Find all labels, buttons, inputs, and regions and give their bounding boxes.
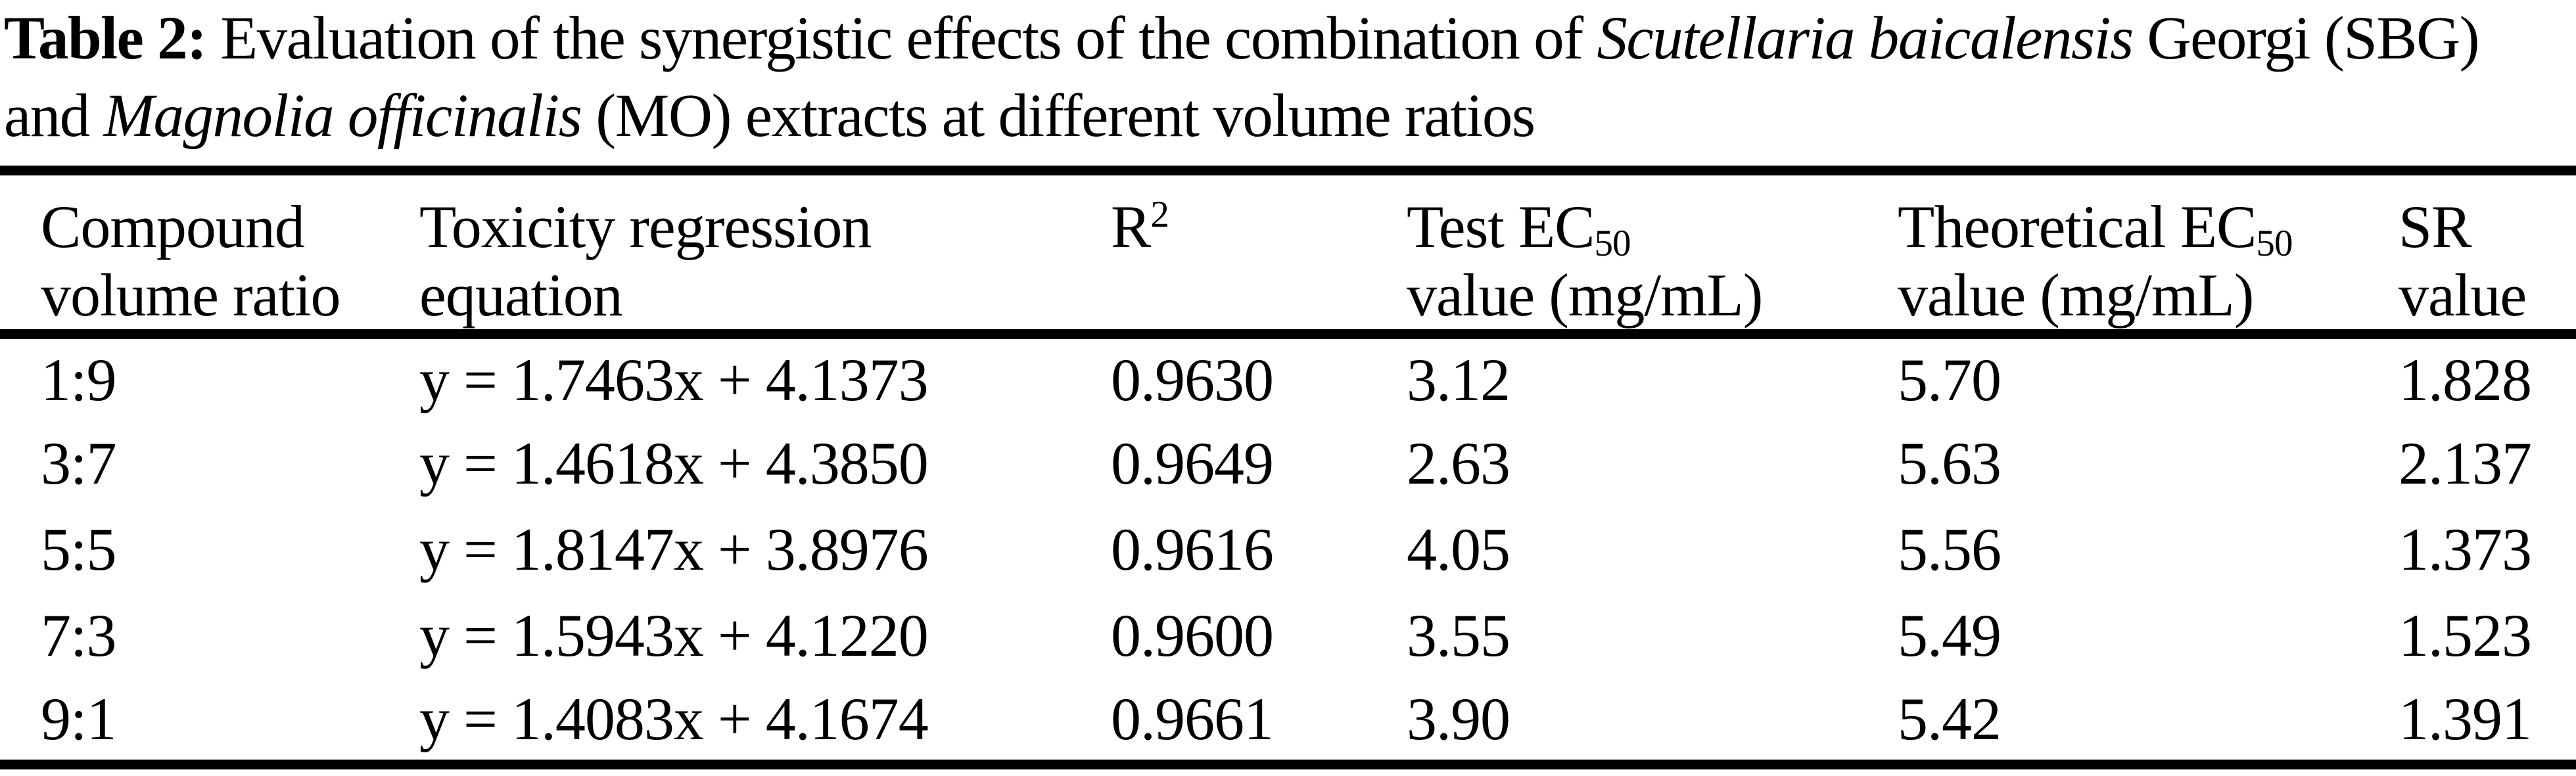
cell-sr: 1.391 [2399, 685, 2532, 753]
cell-equation: y = 1.5943x + 4.1220 [419, 602, 929, 669]
column-header-compound-volume-ratio: Compound volume ratio [0, 170, 419, 339]
caption-text: Georgi (SBG) [2132, 5, 2479, 72]
cell-ratio: 3:7 [41, 430, 117, 497]
caption-text: Evaluation of the synergistic effects of… [206, 5, 1597, 72]
cell-theoretical-ec50: 5.56 [1898, 516, 2002, 583]
table-row: 7:3 y = 1.5943x + 4.1220 0.9600 3.55 5.4… [0, 593, 2576, 679]
header-row: Compound volume ratio Toxicity regressio… [0, 170, 2576, 339]
cell-test-ec50: 3.12 [1407, 346, 1510, 413]
cell-equation: y = 1.4083x + 4.1674 [419, 685, 929, 753]
r-squared-base: R [1111, 193, 1151, 260]
cell-r2: 0.9616 [1111, 516, 1274, 583]
cell-r2: 0.9630 [1111, 346, 1274, 413]
cell-test-ec50: 2.63 [1407, 430, 1510, 497]
results-table: Compound volume ratio Toxicity regressio… [0, 166, 2576, 769]
ec50-subscript: 50 [2256, 222, 2293, 264]
caption-table-number: Table 2: [4, 5, 207, 72]
theoretical-ec50-label: Theoretical EC [1898, 193, 2257, 260]
caption-species-mo: Magnolia officinalis [103, 82, 582, 150]
cell-ratio: 1:9 [41, 346, 117, 413]
cell-theoretical-ec50: 5.42 [1898, 685, 2002, 753]
cell-r2: 0.9661 [1111, 685, 1274, 753]
r-squared-exponent: 2 [1150, 193, 1169, 235]
column-header-sr-value: SR value [2399, 170, 2576, 339]
caption-species-sbg: Scutellaria baicalensis [1597, 5, 2134, 72]
cell-test-ec50: 3.55 [1407, 602, 1510, 669]
cell-sr: 1.373 [2399, 516, 2532, 583]
caption-text: and [4, 82, 104, 150]
cell-r2: 0.9600 [1111, 602, 1274, 669]
column-header-r-squared: R2 [1111, 170, 1407, 339]
cell-test-ec50: 3.90 [1407, 685, 1510, 753]
cell-test-ec50: 4.05 [1407, 516, 1510, 583]
cell-theoretical-ec50: 5.63 [1898, 430, 2002, 497]
caption-line-1: Table 2: Evaluation of the synergistic e… [4, 0, 2576, 78]
cell-equation: y = 1.8147x + 3.8976 [419, 516, 929, 583]
cell-ratio: 7:3 [41, 602, 117, 669]
cell-theoretical-ec50: 5.49 [1898, 602, 2002, 669]
test-ec50-label: Test EC [1407, 193, 1595, 260]
table-row: 1:9 y = 1.7463x + 4.1373 0.9630 3.12 5.7… [0, 334, 2576, 421]
cell-sr: 1.828 [2399, 346, 2532, 413]
cell-ratio: 9:1 [41, 685, 117, 753]
column-header-toxicity-regression-equation: Toxicity regression equation [419, 170, 1111, 339]
column-header-theoretical-ec50: Theoretical EC50 value (mg/mL) [1898, 170, 2399, 339]
cell-theoretical-ec50: 5.70 [1898, 346, 2002, 413]
cell-ratio: 5:5 [41, 516, 117, 583]
cell-r2: 0.9649 [1111, 430, 1274, 497]
table-caption: Table 2: Evaluation of the synergistic e… [4, 0, 2576, 155]
table-row: 5:5 y = 1.8147x + 3.8976 0.9616 4.05 5.5… [0, 507, 2576, 593]
caption-text: (MO) extracts at different volume ratios [581, 82, 1535, 150]
ec50-subscript: 50 [1594, 222, 1631, 264]
cell-sr: 2.137 [2399, 430, 2532, 497]
caption-line-2: and Magnolia officinalis (MO) extracts a… [4, 78, 2576, 155]
table-row: 3:7 y = 1.4618x + 4.3850 0.9649 2.63 5.6… [0, 421, 2576, 507]
column-header-test-ec50: Test EC50 value (mg/mL) [1407, 170, 1898, 339]
cell-equation: y = 1.7463x + 4.1373 [419, 346, 929, 413]
cell-equation: y = 1.4618x + 4.3850 [419, 430, 929, 497]
cell-sr: 1.523 [2399, 602, 2532, 669]
table-row: 9:1 y = 1.4083x + 4.1674 0.9661 3.90 5.4… [0, 679, 2576, 765]
